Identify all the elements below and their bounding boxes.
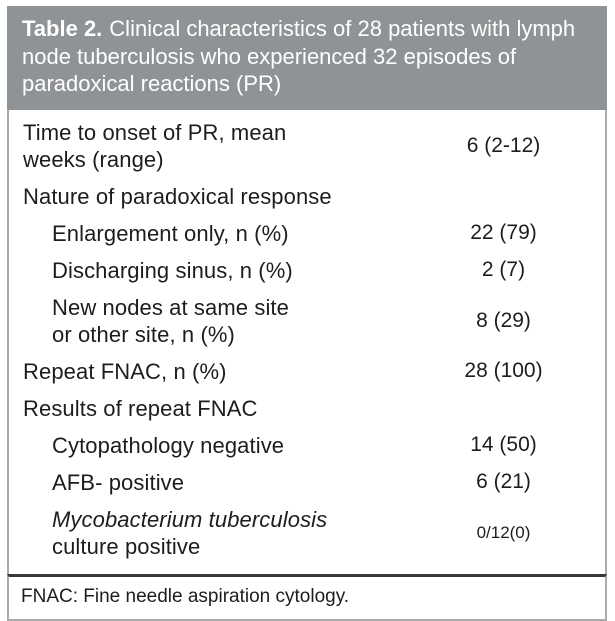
table-row: Time to onset of PR, mean weeks (range) 6 … — [23, 119, 591, 173]
row-label: Time to onset of PR, mean weeks (range) — [23, 119, 287, 172]
table-body: Time to onset of PR, mean weeks (range) 6 … — [7, 109, 607, 574]
row-value: 0/12(0) — [476, 522, 531, 542]
table-row: Discharging sinus, n (%) 2 (7) — [23, 257, 591, 284]
table-title-text: Clinical characteristics of 28 patients … — [22, 16, 576, 96]
table-title-label: Table 2. — [22, 16, 103, 41]
table-row: Enlargement only, n (%) 22 (79) — [23, 220, 591, 247]
row-value: 28 (100) — [464, 359, 543, 382]
table-row: Cytopathology negative 14 (50) — [23, 432, 591, 459]
row-label: Nature of paradoxical response — [23, 183, 332, 209]
table-card: Table 2. Clinical characteristics of 28 p… — [7, 6, 607, 621]
table-footer: FNAC: Fine needle aspiration cytology. — [7, 573, 607, 621]
table-row: Repeat FNAC, n (%) 28 (100) — [23, 358, 591, 385]
row-label: New nodes at same site or other site, n (… — [52, 294, 289, 347]
table-row: Mycobacterium tuberculosis culture positi… — [23, 506, 591, 560]
table-row: New nodes at same site or other site, n (… — [23, 294, 591, 348]
row-label: Discharging sinus, n (%) — [52, 257, 293, 283]
table-rows: Time to onset of PR, mean weeks (range) 6 … — [23, 119, 591, 560]
row-value: 6 (2-12) — [466, 133, 541, 157]
row-label: Cytopathology negative — [52, 432, 285, 458]
row-label: Results of repeat FNAC — [23, 395, 258, 421]
table-row: Nature of paradoxical response — [23, 183, 591, 210]
row-value: 6 (21) — [476, 470, 531, 493]
table-title: Table 2. Clinical characteristics of 28 p… — [7, 6, 607, 110]
row-value: 8 (29) — [476, 308, 531, 332]
row-label: Enlargement only, n (%) — [52, 220, 289, 246]
row-label: Repeat FNAC, n (%) — [23, 358, 227, 384]
row-label: AFB- positive — [52, 469, 185, 495]
row-label: Mycobacterium tuberculosis culture positi… — [52, 506, 328, 559]
row-value: 22 (79) — [470, 221, 537, 244]
table-row: Results of repeat FNAC — [23, 395, 591, 422]
table-row: AFB- positive 6 (21) — [23, 469, 591, 496]
row-value: 14 (50) — [470, 433, 537, 456]
row-value: 2 (7) — [481, 258, 526, 281]
footnote-text: FNAC: Fine needle aspiration cytology. — [21, 585, 350, 607]
